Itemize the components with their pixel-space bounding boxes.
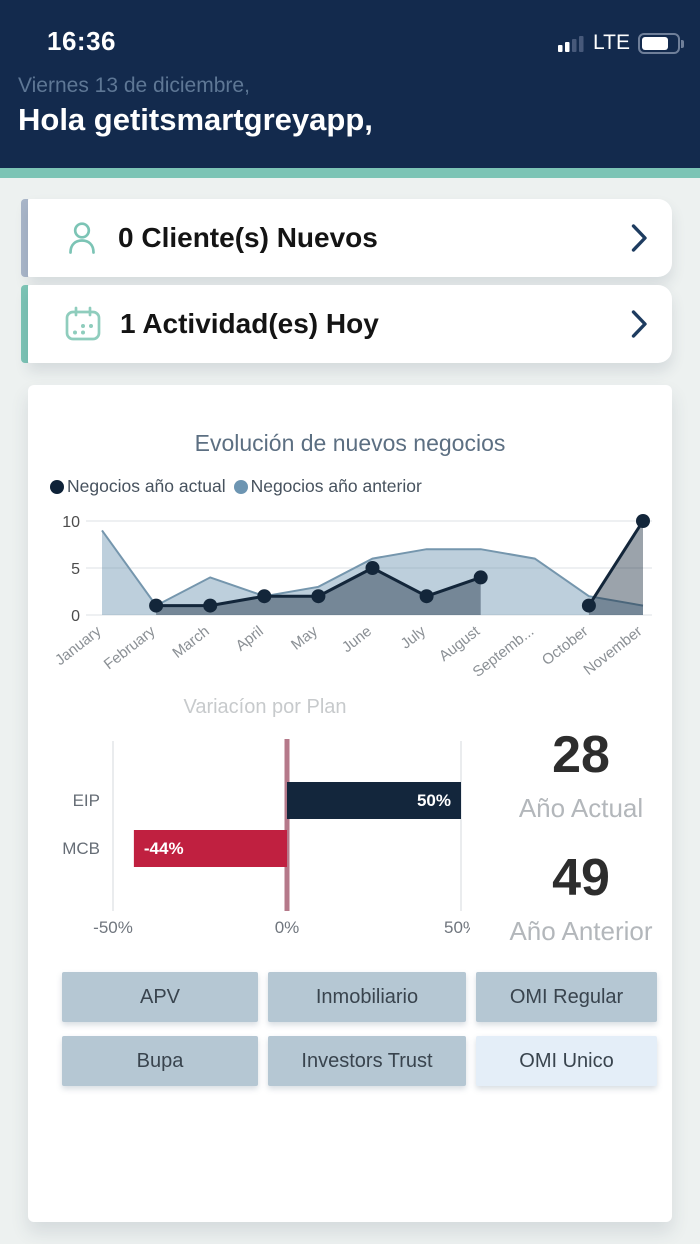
previous-year-line — [101, 529, 644, 607]
x-tick-label: April — [233, 623, 267, 655]
previous-year-total: 49 — [552, 849, 610, 907]
current-year-label: Año Actual — [518, 793, 644, 823]
activities-card-accent — [21, 285, 28, 363]
header-greeting: Hola getitsmartgreyapp, — [18, 102, 373, 137]
plan-button-apv[interactable]: APV — [62, 972, 258, 1022]
data-point — [365, 561, 380, 575]
current-year-line — [587, 520, 645, 607]
data-point — [636, 514, 650, 528]
x-tick-label: -50% — [93, 918, 133, 937]
clients-card-label: 0 Cliente(s) Nuevos — [118, 222, 378, 253]
clients-card-accent — [21, 199, 28, 277]
status-time: 16:36 — [47, 26, 116, 56]
person-icon — [69, 222, 95, 254]
plan-button-bupa[interactable]: Bupa — [62, 1036, 258, 1086]
bar — [133, 830, 287, 867]
header: 16:36 LTE Viernes 13 de diciembre, Hola … — [0, 0, 700, 168]
status-icons: LTE — [558, 31, 684, 55]
plan-button-investors-trust[interactable]: Investors Trust — [268, 1036, 466, 1086]
y-tick-label: 0 — [71, 608, 80, 625]
x-tick-label: March — [169, 623, 212, 662]
plan-button-omi-regular[interactable]: OMI Regular — [476, 972, 657, 1022]
data-point — [311, 589, 326, 604]
category-label: MCB — [62, 839, 100, 858]
y-tick-label: 10 — [62, 514, 80, 531]
bar-chart-svg: -50% 0% 50% 50% EIP -44% MCB — [62, 739, 470, 937]
dashboard-card: Evolución de nuevos negocios Negocios añ… — [28, 385, 672, 1222]
activities-card-row: 1 Actividad(es) Hoy — [21, 285, 672, 363]
network-type-label: LTE — [593, 31, 630, 54]
current-year-area — [156, 568, 481, 615]
calendar-icon — [65, 306, 101, 341]
signal-bars-icon — [558, 36, 584, 52]
plan-button-inmobiliario[interactable]: Inmobiliario — [268, 972, 466, 1022]
x-tick-label: January — [52, 622, 105, 669]
legend-label: Negocios año actual — [67, 476, 226, 496]
x-tick-label: August — [436, 622, 484, 665]
activities-card-label: 1 Actividad(es) Hoy — [120, 308, 379, 339]
x-tick-label: June — [339, 623, 375, 656]
chevron-right-icon[interactable] — [631, 223, 648, 253]
data-point — [149, 598, 164, 613]
data-point — [257, 589, 272, 604]
x-tick-label: July — [398, 622, 430, 652]
line-chart-title: Evolución de nuevos negocios — [194, 430, 506, 456]
legend-dot-icon — [50, 479, 64, 494]
bar-chart-title: Variacíon por Plan — [183, 696, 347, 718]
data-point — [419, 589, 434, 604]
totals-panel: 28 Año Actual 49 Año Anterior — [495, 727, 667, 947]
data-point — [473, 570, 488, 585]
bar-value-label: -44% — [144, 839, 184, 858]
battery-icon — [638, 32, 684, 54]
legend-item: Negocios año actual — [50, 476, 226, 497]
legend-label: Negocios año anterior — [250, 476, 422, 496]
category-label: EIP — [73, 791, 100, 810]
legend-item: Negocios año anterior — [233, 476, 422, 497]
clients-card-row: 0 Cliente(s) Nuevos — [21, 199, 672, 277]
plan-button-omi-unico[interactable]: OMI Unico — [476, 1036, 657, 1086]
x-tick-label: Septemb... — [470, 623, 538, 681]
activities-card[interactable]: 1 Actividad(es) Hoy — [28, 285, 672, 363]
bar-value-label: 50% — [417, 791, 451, 810]
header-date: Viernes 13 de diciembre, — [18, 74, 250, 97]
chevron-right-icon[interactable] — [631, 309, 648, 339]
data-point — [581, 598, 596, 613]
x-tick-label: May — [288, 622, 321, 653]
x-tick-label: 50% — [444, 918, 470, 937]
x-tick-label: November — [580, 623, 645, 679]
y-tick-label: 5 — [71, 561, 80, 578]
x-tick-label: February — [101, 622, 159, 673]
line-chart-legend: Negocios año actual Negocios año anterior — [50, 476, 422, 497]
previous-year-label: Año Anterior — [509, 916, 653, 946]
x-tick-label: 0% — [275, 918, 300, 937]
header-accent-strip — [0, 168, 700, 178]
bar — [287, 782, 461, 819]
clients-card[interactable]: 0 Cliente(s) Nuevos — [28, 199, 672, 277]
data-point — [203, 598, 218, 613]
current-year-total: 28 — [552, 726, 610, 784]
plan-buttons-grid: APV Inmobiliario OMI Regular Bupa Investors … — [62, 972, 657, 1086]
legend-dot-icon — [233, 479, 248, 494]
